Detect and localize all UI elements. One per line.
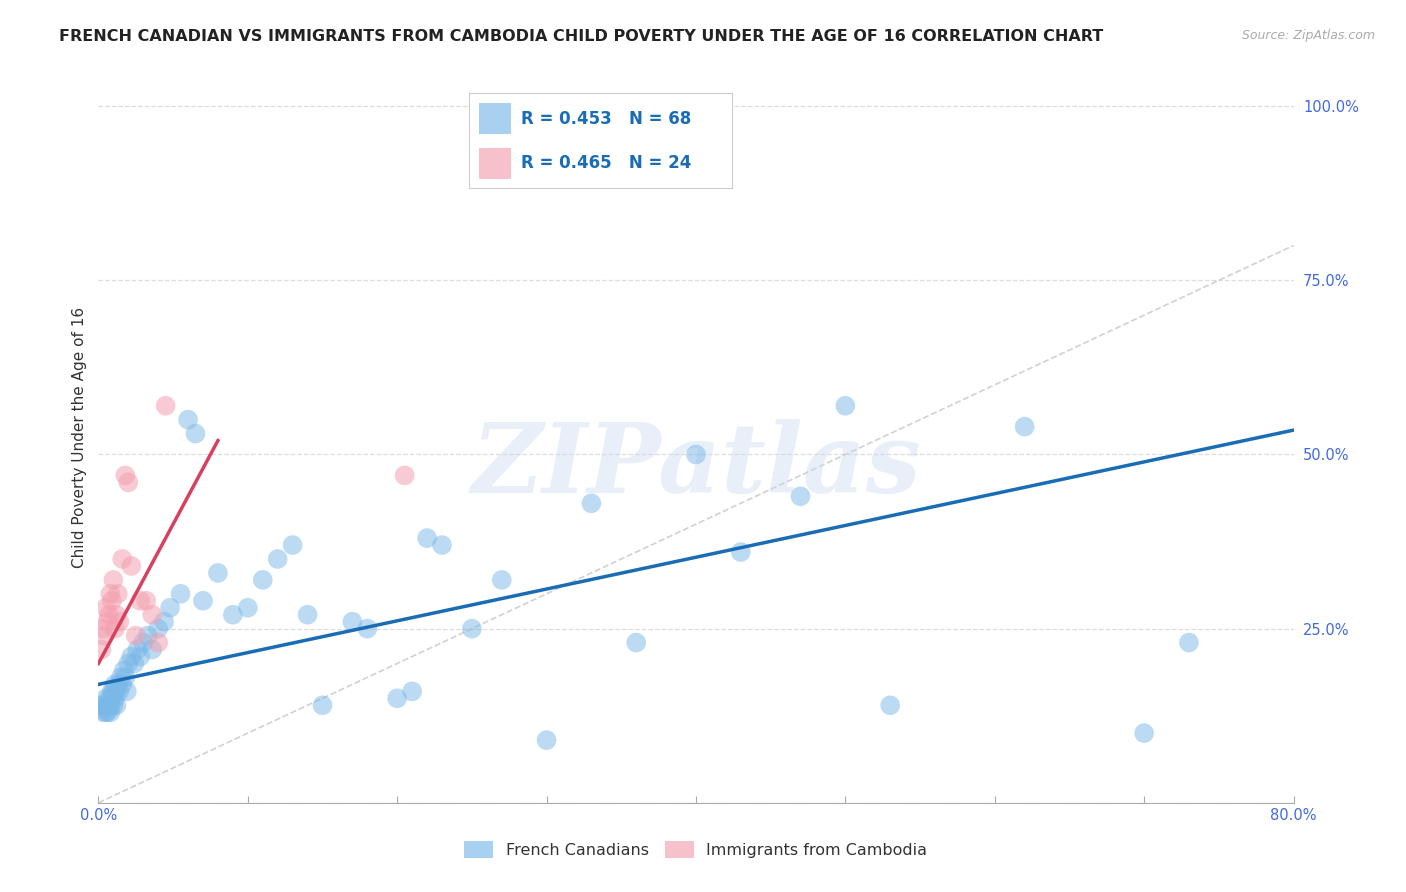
Text: Source: ZipAtlas.com: Source: ZipAtlas.com xyxy=(1241,29,1375,42)
Point xyxy=(98,698,122,713)
Point xyxy=(112,664,135,678)
Point xyxy=(103,573,125,587)
Point xyxy=(104,622,127,636)
Legend: French Canadians, Immigrants from Cambodia: French Canadians, Immigrants from Cambod… xyxy=(458,834,934,864)
Point xyxy=(1014,419,1036,434)
Point xyxy=(132,635,155,649)
Point xyxy=(90,698,112,713)
Point xyxy=(111,677,134,691)
Point xyxy=(107,677,129,691)
Point xyxy=(1133,726,1156,740)
Point xyxy=(91,705,114,719)
Point xyxy=(98,587,122,601)
Point xyxy=(222,607,245,622)
Point xyxy=(430,538,453,552)
Point xyxy=(385,691,409,706)
Point xyxy=(105,698,128,713)
Point xyxy=(141,607,163,622)
Point xyxy=(169,587,191,601)
Point xyxy=(104,677,127,691)
Point xyxy=(141,642,163,657)
Point xyxy=(96,705,118,719)
Point xyxy=(236,600,259,615)
Point xyxy=(159,600,181,615)
Point xyxy=(342,615,364,629)
Point xyxy=(111,552,134,566)
Point xyxy=(148,635,170,649)
Text: ZIPatlas: ZIPatlas xyxy=(471,419,921,513)
Point xyxy=(789,489,811,503)
Point xyxy=(115,684,138,698)
Point xyxy=(114,468,136,483)
Point xyxy=(252,573,274,587)
Point xyxy=(491,573,513,587)
Point xyxy=(120,649,142,664)
Point xyxy=(626,635,648,649)
Point xyxy=(94,691,117,706)
Point xyxy=(94,600,117,615)
Point xyxy=(730,545,752,559)
Point xyxy=(93,698,115,713)
Point xyxy=(834,399,856,413)
Point xyxy=(96,615,118,629)
Point xyxy=(103,684,125,698)
Point xyxy=(127,642,149,657)
Point xyxy=(117,475,139,490)
Point xyxy=(101,594,124,608)
Point xyxy=(96,698,118,713)
Point xyxy=(91,622,114,636)
Point xyxy=(114,670,136,684)
Point xyxy=(108,615,131,629)
Point xyxy=(104,691,127,706)
Point xyxy=(129,649,152,664)
Point xyxy=(110,670,132,684)
Point xyxy=(129,594,152,608)
Point xyxy=(120,558,142,573)
Point xyxy=(136,629,159,643)
Point xyxy=(191,594,214,608)
Point xyxy=(97,698,120,713)
Point xyxy=(281,538,304,552)
Text: FRENCH CANADIAN VS IMMIGRANTS FROM CAMBODIA CHILD POVERTY UNDER THE AGE OF 16 CO: FRENCH CANADIAN VS IMMIGRANTS FROM CAMBO… xyxy=(59,29,1104,44)
Point xyxy=(101,684,124,698)
Point xyxy=(105,607,128,622)
Point xyxy=(108,684,131,698)
Point xyxy=(101,691,124,706)
Point xyxy=(394,468,416,483)
Y-axis label: Child Poverty Under the Age of 16: Child Poverty Under the Age of 16 xyxy=(72,307,87,567)
Point xyxy=(356,622,378,636)
Point xyxy=(1178,635,1201,649)
Point xyxy=(107,587,129,601)
Point xyxy=(97,691,120,706)
Point xyxy=(177,412,200,426)
Point xyxy=(581,496,603,510)
Point xyxy=(155,399,177,413)
Point xyxy=(536,733,558,747)
Point xyxy=(105,684,128,698)
Point xyxy=(416,531,439,545)
Point xyxy=(97,607,120,622)
Point xyxy=(153,615,176,629)
Point xyxy=(94,705,117,719)
Point xyxy=(103,698,125,713)
Point xyxy=(90,642,112,657)
Point xyxy=(117,657,139,671)
Point xyxy=(148,622,170,636)
Point xyxy=(461,622,484,636)
Point xyxy=(311,698,333,713)
Point xyxy=(297,607,319,622)
Point xyxy=(124,657,146,671)
Point xyxy=(135,594,157,608)
Point xyxy=(401,684,423,698)
Point xyxy=(184,426,207,441)
Point xyxy=(879,698,901,713)
Point xyxy=(125,629,148,643)
Point xyxy=(98,705,122,719)
Point xyxy=(93,629,115,643)
Point xyxy=(685,448,707,462)
Point xyxy=(267,552,290,566)
Point xyxy=(207,566,229,580)
